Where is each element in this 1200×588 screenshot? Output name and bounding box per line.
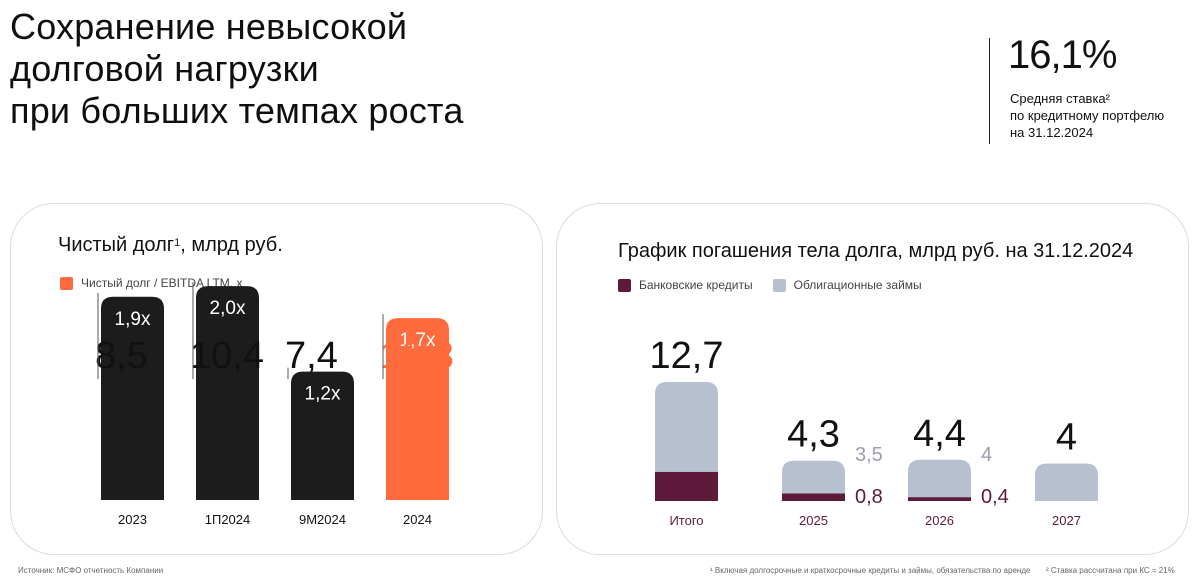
- net-debt-value-label: 10,4: [190, 335, 264, 377]
- ratio-label: 1,2x: [305, 384, 341, 405]
- bar-bank-2026: [908, 497, 971, 501]
- bar-bonds-2026: [908, 459, 971, 501]
- net-debt-title-sup: 1: [174, 237, 181, 249]
- category-label: 2023: [118, 512, 147, 527]
- footnote-2: ² Ставка рассчитана при КС = 21%: [1046, 566, 1175, 575]
- kpi-value: 16,1%: [1008, 33, 1117, 77]
- legend-swatch-bonds: [772, 278, 786, 292]
- repayment-chart-title: График погашения тела долга, млрд руб. н…: [618, 240, 1134, 262]
- kpi-label-line-1: Средняя ставка²: [1010, 91, 1110, 106]
- bar-bank-2025: [782, 493, 845, 501]
- ratio-label: 1,7x: [400, 330, 436, 351]
- category-label: 2026: [925, 513, 954, 528]
- page-title-line-1: Сохранение невысокой: [10, 6, 408, 47]
- legend-swatch-ebitda: [60, 276, 73, 290]
- net-debt-value-label: 10,3: [380, 335, 454, 377]
- bar-bank-Итого: [655, 471, 718, 501]
- total-label: 4,3: [787, 414, 840, 456]
- net-debt-card: Чистый долг1, млрд руб. Чистый долг / EB…: [10, 203, 543, 555]
- bank-value-label: 0,4: [981, 486, 1009, 508]
- category-label: 1П2024: [205, 512, 251, 527]
- legend-item-bank-loans: Банковские кредиты: [618, 278, 753, 292]
- bond-value-label: 3,5: [855, 444, 883, 466]
- page-title-line-3: при больших темпах роста: [10, 90, 464, 131]
- net-debt-chart-title: Чистый долг1, млрд руб.: [58, 233, 283, 257]
- repayment-legend: Банковские кредиты Облигационные займы: [618, 278, 922, 292]
- bar-1П2024: [196, 286, 259, 500]
- bar-9М2024: [291, 371, 354, 500]
- legend-label-bank-loans: Банковские кредиты: [639, 278, 753, 292]
- legend-label-ebitda: Чистый долг / EBITDA LTM, x: [81, 276, 243, 290]
- net-debt-title-suffix: , млрд руб.: [180, 234, 283, 256]
- page-title-line-2: долговой нагрузки: [10, 48, 319, 89]
- repayment-card: График погашения тела долга, млрд руб. н…: [556, 203, 1189, 555]
- bar-bonds-Итого: [655, 382, 718, 501]
- footnote-source: Источник: МСФО отчетность Компании: [18, 566, 164, 575]
- total-label: 12,7: [650, 335, 724, 377]
- net-debt-legend: Чистый долг / EBITDA LTM, x: [60, 276, 242, 290]
- kpi-label: Средняя ставка² по кредитному портфелю н…: [1010, 90, 1200, 141]
- category-label: 2025: [799, 513, 828, 528]
- repayment-chart: 12,7 Итого 4,3 2025 3,5 0,8 4,4 2026 4 0,4 4 2027: [650, 335, 1098, 528]
- kpi-divider: [989, 38, 990, 144]
- bar-bonds-2025: [782, 460, 845, 501]
- kpi-label-line-2: по кредитному портфелю: [1010, 108, 1165, 123]
- net-debt-title-text: Чистый долг: [58, 234, 175, 256]
- footnote-1: ¹ Включая долгосрочные и краткосрочные к…: [710, 566, 1031, 575]
- page-title: Сохранение невысокой долговой нагрузки п…: [10, 6, 570, 132]
- legend-item-ebitda: Чистый долг / EBITDA LTM, x: [60, 276, 242, 290]
- ratio-label: 2,0x: [210, 298, 246, 319]
- legend-swatch-bank-loans: [618, 278, 631, 292]
- ratio-label: 1,9x: [115, 309, 151, 330]
- bar-2024: [386, 318, 449, 500]
- category-label: 2024: [403, 512, 432, 527]
- kpi-label-line-3: на 31.12.2024: [1010, 125, 1094, 140]
- legend-label-bonds: Облигационные займы: [793, 278, 922, 292]
- bank-value-label: 0,8: [855, 486, 883, 508]
- total-label: 4,4: [913, 413, 966, 455]
- category-label: 2027: [1052, 513, 1081, 528]
- legend-item-bonds: Облигационные займы: [772, 278, 922, 292]
- category-label: Итого: [669, 513, 703, 528]
- net-debt-value-label: 7,4: [285, 335, 338, 377]
- net-debt-value-label: 8,5: [95, 335, 148, 377]
- bar-2023: [101, 296, 164, 500]
- net-debt-chart: 1,9x 2023 8,5 2,0x 1П2024 10,4 1,2x 9М2024 7,4 1,…: [95, 282, 454, 527]
- category-label: 9М2024: [299, 512, 346, 527]
- total-label: 4: [1056, 417, 1077, 459]
- bar-bonds-2027: [1035, 463, 1098, 501]
- bond-value-label: 4: [981, 444, 992, 466]
